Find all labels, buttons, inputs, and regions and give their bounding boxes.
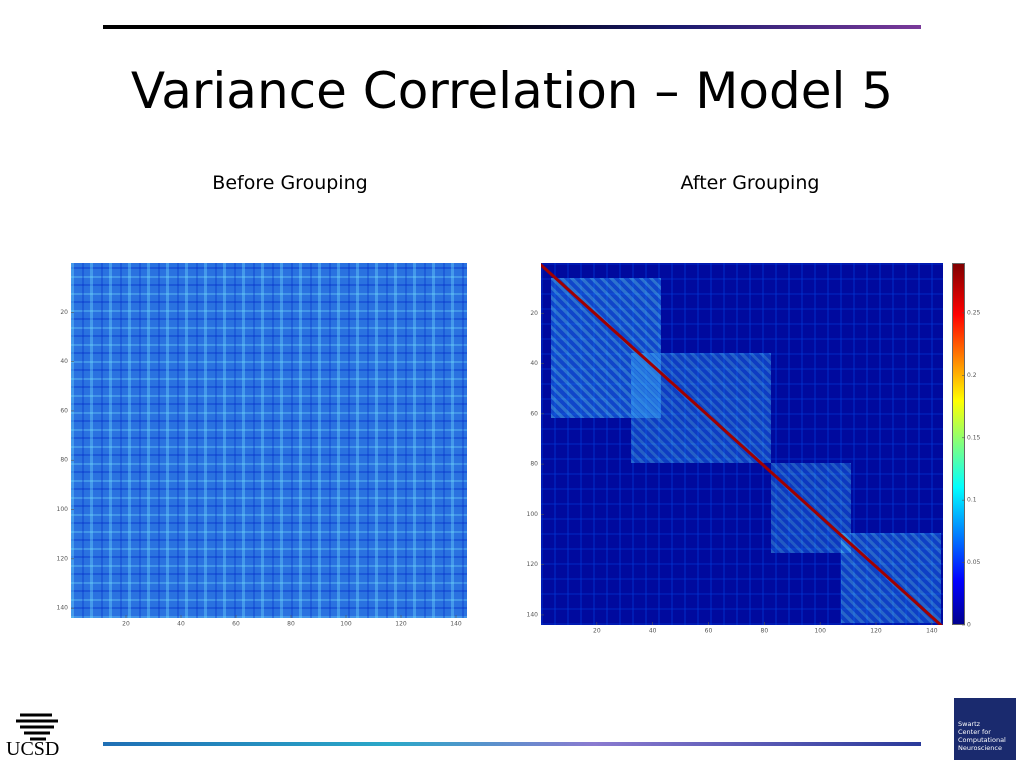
colorbar-tick-label: 0.05 — [967, 559, 981, 566]
swartz-logo: Swartz Center for Computational Neurosci… — [954, 698, 1016, 760]
logo-line: Computational — [958, 736, 1006, 744]
panel-label: Before Grouping — [212, 172, 368, 194]
y-tick-label: 80 — [60, 457, 68, 464]
y-tick-label: 40 — [60, 358, 68, 365]
y-tick-label: 80 — [530, 461, 538, 468]
x-tick-label: 100 — [814, 628, 826, 635]
y-tick-label: 100 — [57, 506, 69, 513]
colorbar — [952, 263, 965, 625]
logo-line: Swartz — [958, 720, 981, 728]
top-rule — [103, 25, 921, 29]
y-tick-label: 100 — [527, 511, 539, 518]
y-tick-label: 120 — [527, 561, 539, 568]
heat-block — [551, 278, 661, 418]
x-tick-label: 120 — [870, 628, 882, 635]
ucsd-logo: UCSD — [6, 738, 60, 760]
x-tick-label: 80 — [287, 621, 295, 628]
y-tick-label: 60 — [60, 407, 68, 414]
logo-line: Center for — [958, 728, 991, 736]
y-tick-label: 120 — [57, 555, 69, 562]
y-tick-label: 60 — [530, 410, 538, 417]
colorbar-tick-label: 0.25 — [967, 309, 981, 316]
logo-line: Neuroscience — [958, 744, 1002, 752]
heatmap-before — [71, 263, 467, 618]
x-tick-label: 80 — [761, 628, 769, 635]
colorbar-tick-label: 0 — [967, 622, 971, 629]
y-tick-label: 40 — [530, 360, 538, 367]
y-tick-label: 140 — [57, 605, 69, 612]
y-tick-label: 20 — [60, 309, 68, 316]
slide-title: Variance Correlation – Model 5 — [130, 62, 894, 120]
panel-label: After Grouping — [680, 172, 820, 194]
y-tick-label: 140 — [527, 611, 539, 618]
x-tick-label: 40 — [649, 628, 657, 635]
x-tick-label: 20 — [593, 628, 601, 635]
bottom-rule — [103, 742, 921, 746]
x-tick-label: 20 — [122, 621, 130, 628]
x-tick-label: 140 — [450, 621, 462, 628]
x-tick-label: 40 — [177, 621, 185, 628]
x-tick-label: 60 — [232, 621, 240, 628]
y-tick-label: 20 — [530, 310, 538, 317]
x-tick-label: 120 — [395, 621, 407, 628]
heatmap-after — [541, 263, 943, 625]
colorbar-tick-label: 0.2 — [967, 372, 977, 379]
x-tick-label: 60 — [705, 628, 713, 635]
ucsd-emblem — [16, 713, 58, 741]
x-tick-label: 100 — [340, 621, 352, 628]
x-tick-label: 140 — [926, 628, 938, 635]
colorbar-tick-label: 0.15 — [967, 434, 981, 441]
colorbar-tick-label: 0.1 — [967, 497, 977, 504]
